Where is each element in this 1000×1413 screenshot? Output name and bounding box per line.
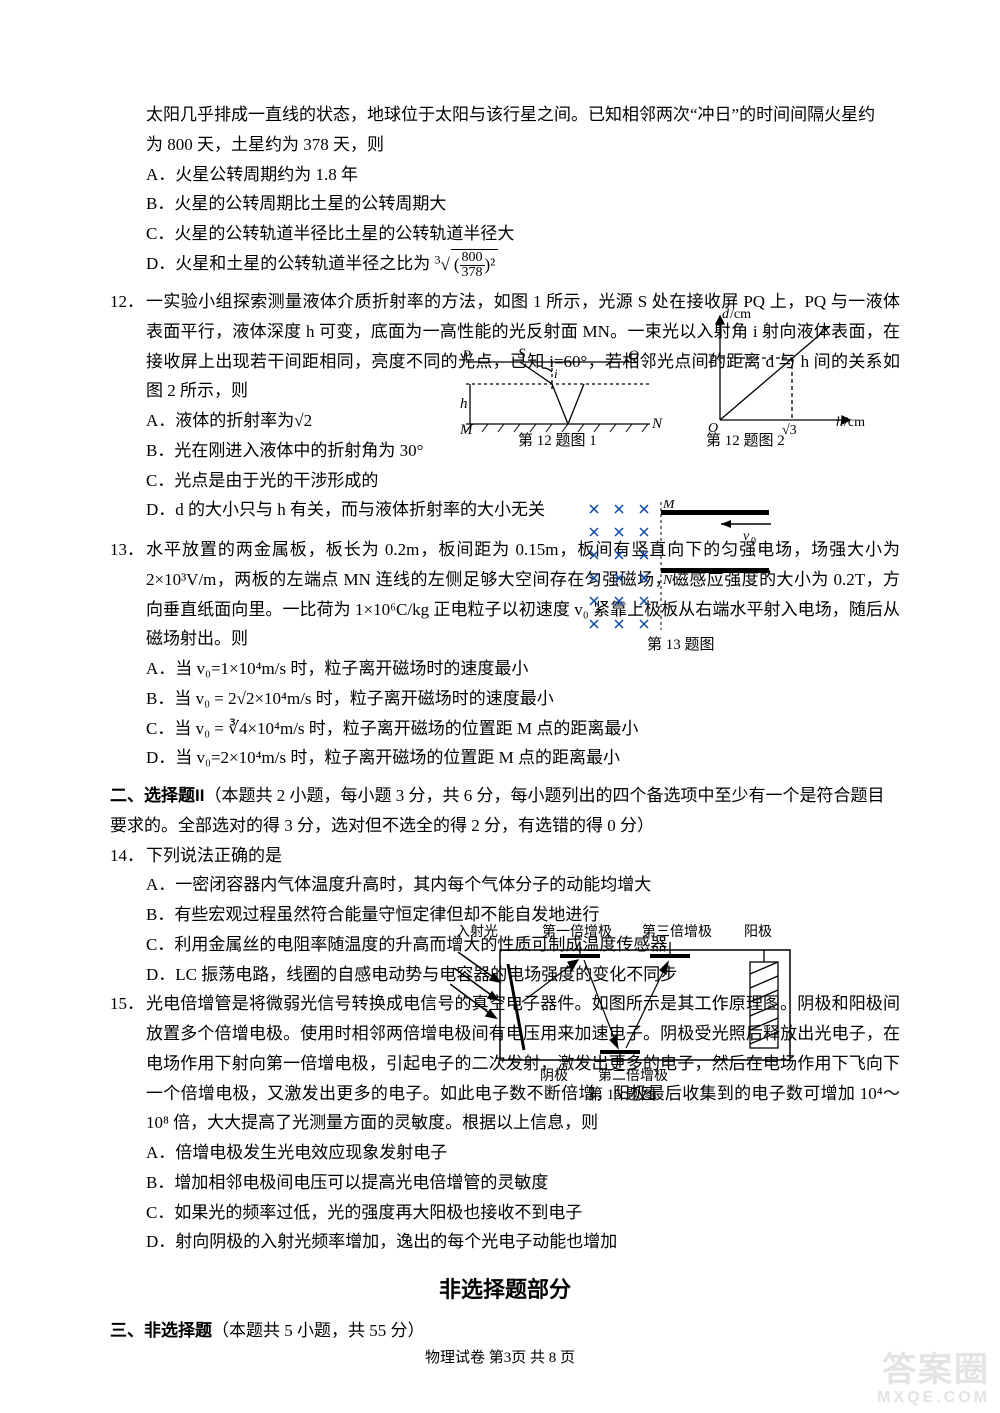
section-3-bold: 三、非选择题 (110, 1321, 212, 1340)
q13-num: 13． (110, 535, 146, 654)
root-index: 3 (435, 252, 441, 266)
q14-opt-a: A．一密闭容器内气体温度升高时，其内每个气体分子的动能均增大 (146, 870, 900, 900)
q12-num: 12． (110, 287, 146, 406)
q13-opt-c: C．当 v₀ = ∛4×10⁴m/s 时，粒子离开磁场的位置距 M 点的距离最小 (146, 714, 900, 744)
q11-opt-b: B．火星的公转周期比土星的公转周期大 (146, 189, 900, 219)
svg-text:第三倍增极: 第三倍增极 (642, 923, 712, 940)
q11-lead-2: 为 800 天，土星约为 378 天，则 (146, 130, 900, 160)
q12-figure: P S Q i h M N d/cm 2 √3 h/cm (460, 308, 900, 448)
section-3-header: 三、非选择题（本题共 5 小题，共 55 分） (110, 1316, 900, 1346)
q13-figure: M N v0 第 13 题图 (585, 500, 765, 650)
exam-page: 太阳几乎排成一直线的状态，地球位于太阳与该行星之间。已知相邻两次“冲日”的时间间… (0, 0, 1000, 1413)
q12-opt-d: D．d 的大小只与 h 有关，而与液体折射率的大小无关 (146, 495, 900, 525)
q15-opt-a: A．倍增电极发生光电效应现象发射电子 (146, 1138, 900, 1168)
q14: 14． 下列说法正确的是 (110, 841, 900, 871)
q13-c-cbrt: ∛4 (228, 719, 247, 738)
q15-fig-caption: 第 15 题图 (588, 1082, 656, 1108)
q15-opt-b: B．增加相邻电极间电压可以提高光电倍增管的灵敏度 (146, 1168, 900, 1198)
svg-text:…: … (706, 993, 726, 1015)
q11-d-post: )² (485, 255, 496, 274)
svg-text:P: P (461, 348, 471, 364)
q15-svg: 入射光 第一倍增极 第三倍增极 阳极 (450, 922, 810, 1102)
svg-text:2: 2 (708, 352, 715, 367)
svg-text:Q: Q (628, 348, 639, 364)
q11-lead-1: 太阳几乎排成一直线的状态，地球位于太阳与该行星之间。已知相邻两次“冲日”的时间间… (146, 100, 900, 130)
svg-text:N: N (651, 416, 663, 432)
svg-text:0: 0 (751, 536, 756, 547)
q15-opt-c: C．如果光的频率过低，光的强度再大阳极也接收不到电子 (146, 1198, 900, 1228)
svg-text:h: h (460, 396, 468, 412)
q12-fig-caption-2: 第 12 题图 2 (706, 428, 785, 454)
q14-num: 14． (110, 841, 146, 871)
q13-opt-b: B．当 v₀ = 2√2×10⁴m/s 时，粒子离开磁场时的速度最小 (146, 684, 900, 714)
page-footer: 物理试卷 第3页 共 8 页 (0, 1345, 1000, 1371)
q13-b-sqrt: √2 (237, 689, 255, 708)
q13-body: 水平放置的两金属板，板长为 0.2m，板间距为 0.15m，板间有竖直向下的匀强… (146, 535, 900, 654)
svg-text:M: M (460, 422, 474, 438)
q13-svg: M N v0 (585, 500, 785, 650)
section-2-title: 二、选择题II (110, 786, 204, 805)
q12-fig-caption-1: 第 12 题图 1 (518, 428, 597, 454)
q12-svg: P S Q i h M N d/cm 2 √3 h/cm (460, 308, 900, 448)
svg-text:N: N (662, 573, 673, 588)
q12-opt-c: C．光点是由于光的干涉形成的 (146, 466, 900, 496)
svg-text:阳极: 阳极 (744, 924, 772, 940)
frac-num: 800 (460, 251, 485, 267)
svg-text:/cm: /cm (844, 415, 865, 430)
q15-num: 15． (110, 989, 146, 1138)
frac-den: 378 (460, 266, 485, 281)
section-2-header: 二、选择题II（本题共 2 小题，每小题 3 分，共 6 分，每小题列出的四个备… (110, 781, 900, 841)
q14-body: 下列说法正确的是 (146, 841, 900, 871)
nonchoice-title: 非选择题部分 (110, 1271, 900, 1310)
q13-opt-d: D．当 v₀=2×10⁴m/s 时，粒子离开磁场的位置距 M 点的距离最小 (146, 743, 900, 773)
svg-text:M: M (662, 500, 676, 512)
q13-opt-a: A．当 v₀=1×10⁴m/s 时，粒子离开磁场时的速度最小 (146, 654, 900, 684)
svg-text:i: i (554, 366, 558, 381)
section-3-rest: （本题共 5 小题，共 55 分） (212, 1321, 425, 1340)
q13-b-post: ×10⁴m/s 时，粒子离开磁场时的速度最小 (254, 689, 553, 708)
svg-text:h: h (836, 415, 843, 430)
watermark-sub: MXQE.COM (877, 1389, 990, 1407)
section-2-rest: （本题共 2 小题，每小题 3 分，共 6 分，每小题列出的四个备选项中至少有一… (110, 786, 884, 835)
q11-opt-a: A．火星公转周期约为 1.8 年 (146, 160, 900, 190)
svg-text:S: S (518, 346, 526, 362)
svg-text:d: d (722, 308, 730, 322)
q15-opt-d: D．射向阴极的入射光频率增加，逸出的每个光电子动能也增加 (146, 1227, 900, 1257)
svg-text:v: v (743, 529, 750, 544)
svg-text:第一倍增极: 第一倍增极 (542, 923, 612, 940)
svg-text:/cm: /cm (730, 308, 751, 322)
q13-b-pre: B．当 v₀ = 2 (146, 689, 237, 708)
q15-figure: 入射光 第一倍增极 第三倍增极 阳极 (450, 922, 810, 1102)
q11-opt-c: C．火星的公转轨道半径比土星的公转轨道半径大 (146, 219, 900, 249)
q13-c-post: ×10⁴m/s 时，粒子离开磁场的位置距 M 点的距离最小 (247, 719, 638, 738)
q11-opt-d-pre: D．火星和土星的公转轨道半径之比为 (146, 254, 430, 273)
svg-text:入射光: 入射光 (456, 924, 498, 940)
q13-fig-caption: 第 13 题图 (647, 632, 715, 658)
q11-opt-d: D．火星和土星的公转轨道半径之比为 3√(800378)² (146, 249, 900, 281)
q11-opt-d-radical: 3√(800378)² (435, 249, 499, 281)
svg-text:阴极: 阴极 (540, 1068, 568, 1084)
q13-c-pre: C．当 v₀ = (146, 719, 228, 738)
